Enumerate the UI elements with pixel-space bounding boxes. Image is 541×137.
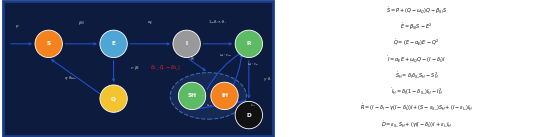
Text: S: S	[47, 41, 51, 46]
Ellipse shape	[179, 82, 206, 110]
Text: D: D	[247, 113, 251, 118]
Text: $\dot{I} = \alpha_E E + \omega_Q Q - (I - \delta_I)I$: $\dot{I} = \alpha_E E + \omega_Q Q - (I …	[387, 54, 446, 65]
Text: $q\cdot\delta\omega_Q$: $q\cdot\delta\omega_Q$	[63, 74, 77, 82]
Text: $\dot{E} = \beta_{SI}S - E^2$: $\dot{E} = \beta_{SI}S - E^2$	[400, 22, 433, 32]
Text: $\epsilon_{SH}$: $\epsilon_{SH}$	[206, 102, 213, 109]
Text: $\alpha_E$: $\alpha_E$	[147, 20, 154, 27]
Text: I: I	[186, 41, 188, 46]
Ellipse shape	[100, 85, 127, 112]
Text: $\dot{S}_H = \delta_I\delta_{S_H}S_H - S_H^2$: $\dot{S}_H = \delta_I\delta_{S_H}S_H - S…	[395, 70, 438, 81]
FancyBboxPatch shape	[3, 1, 273, 136]
Text: IH: IH	[221, 93, 228, 98]
Ellipse shape	[100, 30, 127, 58]
Text: $\beta_{SI}$: $\beta_{SI}$	[77, 19, 85, 27]
Text: $1\!-\!\delta_I\!\cdot\!\tau_I\!\cdot\!\delta_I$: $1\!-\!\delta_I\!\cdot\!\tau_I\!\cdot\!\…	[208, 18, 227, 26]
Text: $\delta_I$: $\delta_I$	[189, 55, 195, 63]
Ellipse shape	[235, 30, 262, 58]
Text: $\delta_{S_H}\!\cdot\!(1-\delta_{S_H})$: $\delta_{S_H}\!\cdot\!(1-\delta_{S_H})$	[150, 63, 180, 73]
Ellipse shape	[211, 82, 238, 110]
Text: H: H	[201, 94, 204, 98]
Ellipse shape	[35, 30, 62, 58]
Text: E: E	[111, 41, 116, 46]
Text: $\dot{D} = \epsilon_{S_H}S_H + (\gamma(I-\delta_I))I + \epsilon_{I_H}I_H$: $\dot{D} = \epsilon_{S_H}S_H + (\gamma(I…	[381, 119, 452, 130]
Text: $\epsilon\cdot\beta_E$: $\epsilon\cdot\beta_E$	[130, 65, 141, 72]
Text: $\dot{I}_H = \delta_I(1 - \delta_{S_H})I_H - I_H^2$: $\dot{I}_H = \delta_I(1 - \delta_{S_H})I…	[391, 86, 443, 97]
Text: p: p	[15, 24, 17, 28]
Text: $\gamma\cdot\delta_I$: $\gamma\cdot\delta_I$	[263, 75, 273, 83]
Ellipse shape	[235, 101, 262, 129]
Ellipse shape	[173, 30, 200, 58]
Text: $\omega_I\cdot\epsilon_{SH}$: $\omega_I\cdot\epsilon_{SH}$	[219, 53, 233, 59]
Text: R: R	[247, 41, 251, 46]
Text: $\dot{S} = P + (Q - \omega_Q)Q - \beta_{SI}S$: $\dot{S} = P + (Q - \omega_Q)Q - \beta_{…	[386, 5, 447, 16]
Ellipse shape	[170, 73, 246, 119]
Text: Q: Q	[111, 96, 116, 101]
Text: $\dot{Q} = (E - \alpha_E)E - Q^2$: $\dot{Q} = (E - \alpha_E)E - Q^2$	[393, 38, 440, 48]
Text: $\omega_I\cdot\epsilon_{IH}$: $\omega_I\cdot\epsilon_{IH}$	[247, 61, 259, 68]
Text: $\epsilon_{IH}$: $\epsilon_{IH}$	[250, 102, 256, 109]
Text: SH: SH	[188, 93, 196, 98]
Text: $\dot{R} = (I - \delta_I - \gamma(I-\delta_I))I + (S - \epsilon_{S_H})S_H + (I -: $\dot{R} = (I - \delta_I - \gamma(I-\del…	[360, 102, 473, 113]
